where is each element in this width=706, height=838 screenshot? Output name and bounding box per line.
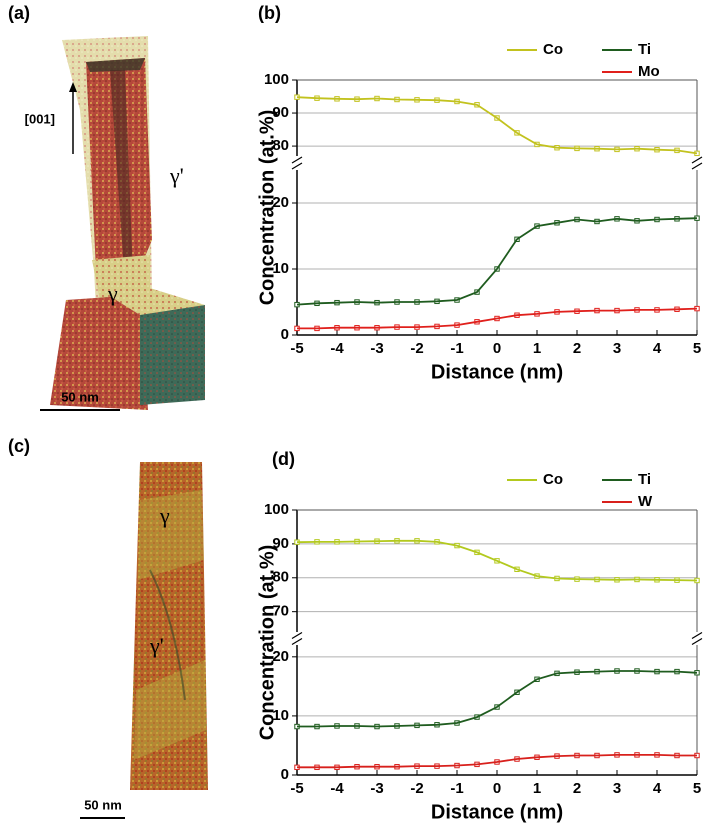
phase-label: γ — [107, 281, 118, 306]
data-line — [297, 671, 697, 727]
figure: (a) (b) (c) (d) [001] γ' γ 50 nm γ γ' 50… — [0, 0, 706, 838]
legend-label: Mo — [638, 63, 660, 80]
legend-label: W — [638, 493, 653, 510]
x-tick-label: 5 — [693, 340, 701, 357]
panel-label: (a) — [8, 3, 30, 23]
axis-break — [692, 639, 702, 645]
y-tick-label: 100 — [264, 501, 289, 518]
data-line — [297, 218, 697, 304]
x-tick-label: -2 — [410, 340, 423, 357]
x-tick-label: -1 — [450, 780, 463, 797]
data-line — [297, 97, 697, 153]
x-tick-label: 1 — [533, 340, 541, 357]
axis-break — [692, 633, 702, 639]
x-tick-label: 2 — [573, 340, 581, 357]
x-tick-label: 3 — [613, 340, 621, 357]
x-tick-label: -1 — [450, 340, 463, 357]
panel-label: (d) — [272, 449, 295, 469]
panel-label: (b) — [258, 3, 281, 23]
axis-break — [292, 633, 302, 639]
x-tick-label: 1 — [533, 780, 541, 797]
panel-label: (c) — [8, 436, 30, 456]
x-axis-label: Distance (nm) — [431, 801, 563, 823]
x-tick-label: -5 — [290, 340, 303, 357]
x-tick-label: 2 — [573, 780, 581, 797]
axis-break — [292, 157, 302, 163]
scale-label: 50 nm — [61, 389, 99, 404]
axis-break — [292, 163, 302, 169]
x-tick-label: 3 — [613, 780, 621, 797]
phase-label: γ — [159, 503, 170, 528]
x-tick-label: -4 — [330, 780, 344, 797]
axis-break — [692, 163, 702, 169]
x-tick-label: -4 — [330, 340, 344, 357]
y-tick-label: 0 — [281, 326, 289, 343]
x-tick-label: 0 — [493, 780, 501, 797]
x-tick-label: -3 — [370, 780, 383, 797]
x-tick-label: 4 — [653, 780, 662, 797]
y-tick-label: 100 — [264, 71, 289, 88]
x-tick-label: 5 — [693, 780, 701, 797]
x-tick-label: -3 — [370, 340, 383, 357]
data-line — [297, 541, 697, 581]
phase-label: γ' — [149, 633, 164, 658]
phase-label: γ' — [169, 163, 184, 188]
legend-label: Ti — [638, 471, 651, 488]
legend-label: Ti — [638, 41, 651, 58]
y-axis-label: Concentration (at.%) — [256, 110, 278, 306]
axis-break — [292, 639, 302, 645]
x-tick-label: 0 — [493, 340, 501, 357]
y-tick-label: 0 — [281, 766, 289, 783]
scale-label: 50 nm — [84, 797, 122, 812]
x-axis-label: Distance (nm) — [431, 361, 563, 383]
x-tick-label: 4 — [653, 340, 662, 357]
legend-label: Co — [543, 41, 563, 58]
x-tick-label: -2 — [410, 780, 423, 797]
x-tick-label: -5 — [290, 780, 303, 797]
legend-label: Co — [543, 471, 563, 488]
y-axis-label: Concentration (at.%) — [256, 545, 278, 741]
direction-label: [001] — [25, 111, 55, 126]
axis-break — [692, 157, 702, 163]
